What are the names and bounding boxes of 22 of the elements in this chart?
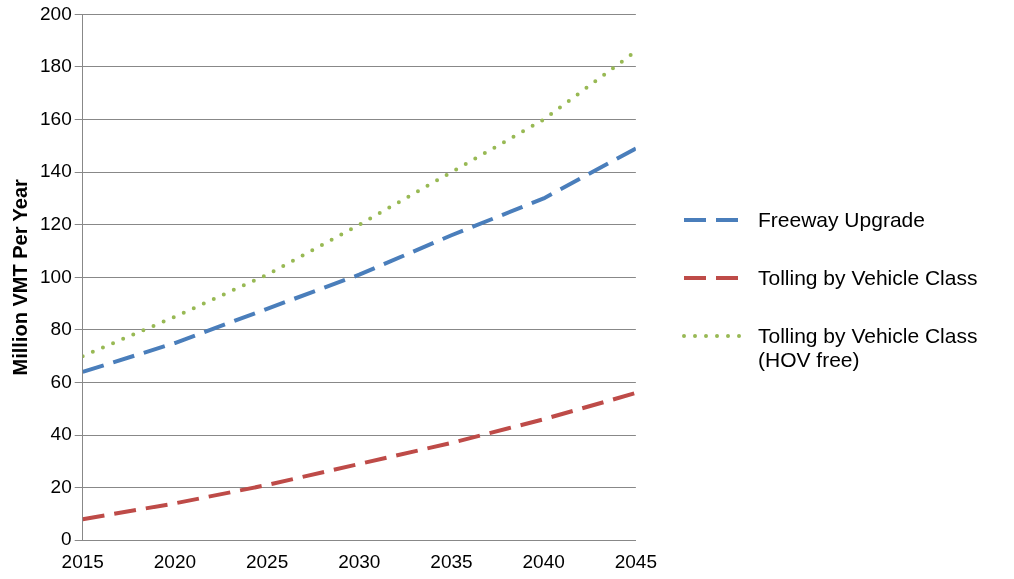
x-tick-label: 2030	[338, 550, 381, 572]
y-tick-label: 60	[50, 370, 72, 392]
legend-label: Freeway Upgrade	[758, 207, 925, 232]
y-tick-label: 40	[50, 423, 72, 445]
x-tick-label: 2035	[430, 550, 473, 572]
x-tick-label: 2015	[61, 550, 104, 572]
legend-label: Tolling by Vehicle Class	[758, 265, 978, 290]
x-tick-label: 2020	[153, 550, 197, 572]
y-tick-label: 0	[61, 528, 72, 550]
x-tick-label: 2045	[614, 550, 658, 572]
x-tick-label: 2025	[245, 550, 289, 572]
y-tick-label: 140	[40, 160, 72, 182]
x-tick-label: 2040	[522, 550, 565, 572]
y-axis-title: Million VMT Per Year	[8, 178, 31, 376]
y-tick-label: 80	[50, 318, 72, 340]
y-tick-label: 20	[50, 475, 72, 497]
y-tick-label: 120	[40, 212, 72, 234]
legend-label: Tolling by Vehicle Class (HOV free)	[758, 323, 979, 372]
y-tick-label: 160	[40, 107, 72, 129]
y-tick-label: 180	[40, 55, 72, 77]
y-tick-label: 100	[40, 265, 72, 287]
y-tick-label: 200	[40, 2, 72, 24]
